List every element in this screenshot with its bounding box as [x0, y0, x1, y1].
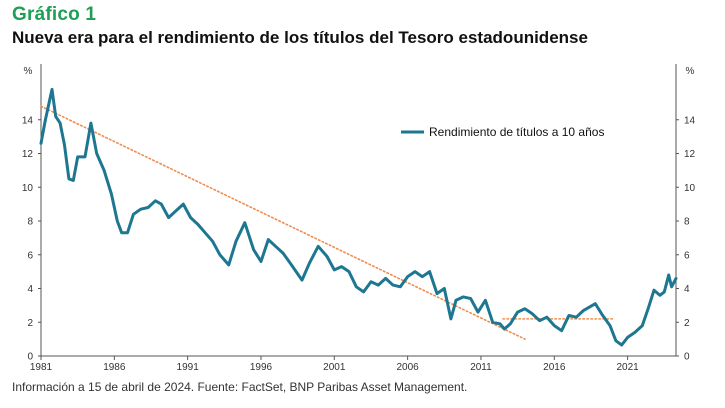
chart-label: Gráfico 1 — [12, 4, 97, 25]
x-tick-label: 1981 — [30, 362, 53, 373]
y-tick-label-right: 2 — [684, 318, 690, 329]
x-tick-label: 1986 — [103, 362, 126, 373]
series-line-10y-yield — [39, 87, 678, 347]
y-tick-label-left: 12 — [22, 149, 34, 160]
legend-label: Rendimiento de títulos a 10 años — [429, 125, 604, 139]
y-tick-label-right: 14 — [684, 115, 696, 126]
y-tick-label-right: 0 — [684, 352, 690, 363]
trend-line — [40, 105, 526, 340]
source-note: Información a 15 de abril de 2024. Fuent… — [12, 380, 468, 394]
y-tick-label-left: 0 — [27, 352, 33, 363]
x-tick-label: 1996 — [250, 362, 273, 373]
x-tick-label: 2016 — [543, 362, 566, 373]
y-tick-label-right: 4 — [684, 284, 690, 295]
series-group — [39, 87, 678, 347]
y-tick-label-right: 8 — [684, 217, 690, 228]
y-unit-left: % — [24, 66, 33, 77]
chart-axes: % % 0 0 2 2 4 4 6 6 8 8 10 10 12 12 14 14 1981 1986 1991 1996… — [22, 64, 696, 373]
chart-title: Nueva era para el rendimiento de los tít… — [12, 28, 588, 47]
trend-lines — [40, 105, 614, 340]
y-tick-label-left: 2 — [27, 318, 33, 329]
y-unit-right: % — [686, 66, 695, 77]
y-tick-label-right: 10 — [684, 183, 696, 194]
y-tick-label-left: 10 — [22, 183, 34, 194]
x-tick-label: 2011 — [470, 362, 492, 373]
legend: Rendimiento de títulos a 10 años — [401, 125, 604, 139]
x-tick-label: 2021 — [616, 362, 639, 373]
y-tick-label-left: 8 — [27, 217, 33, 228]
x-tick-label: 2006 — [397, 362, 420, 373]
y-tick-label-right: 12 — [684, 149, 696, 160]
y-tick-label-left: 14 — [22, 115, 34, 126]
x-tick-label: 1991 — [177, 362, 200, 373]
y-tick-label-right: 6 — [684, 250, 690, 261]
y-tick-label-left: 6 — [27, 250, 33, 261]
x-tick-label: 2001 — [323, 362, 346, 373]
y-tick-label-left: 4 — [27, 284, 33, 295]
